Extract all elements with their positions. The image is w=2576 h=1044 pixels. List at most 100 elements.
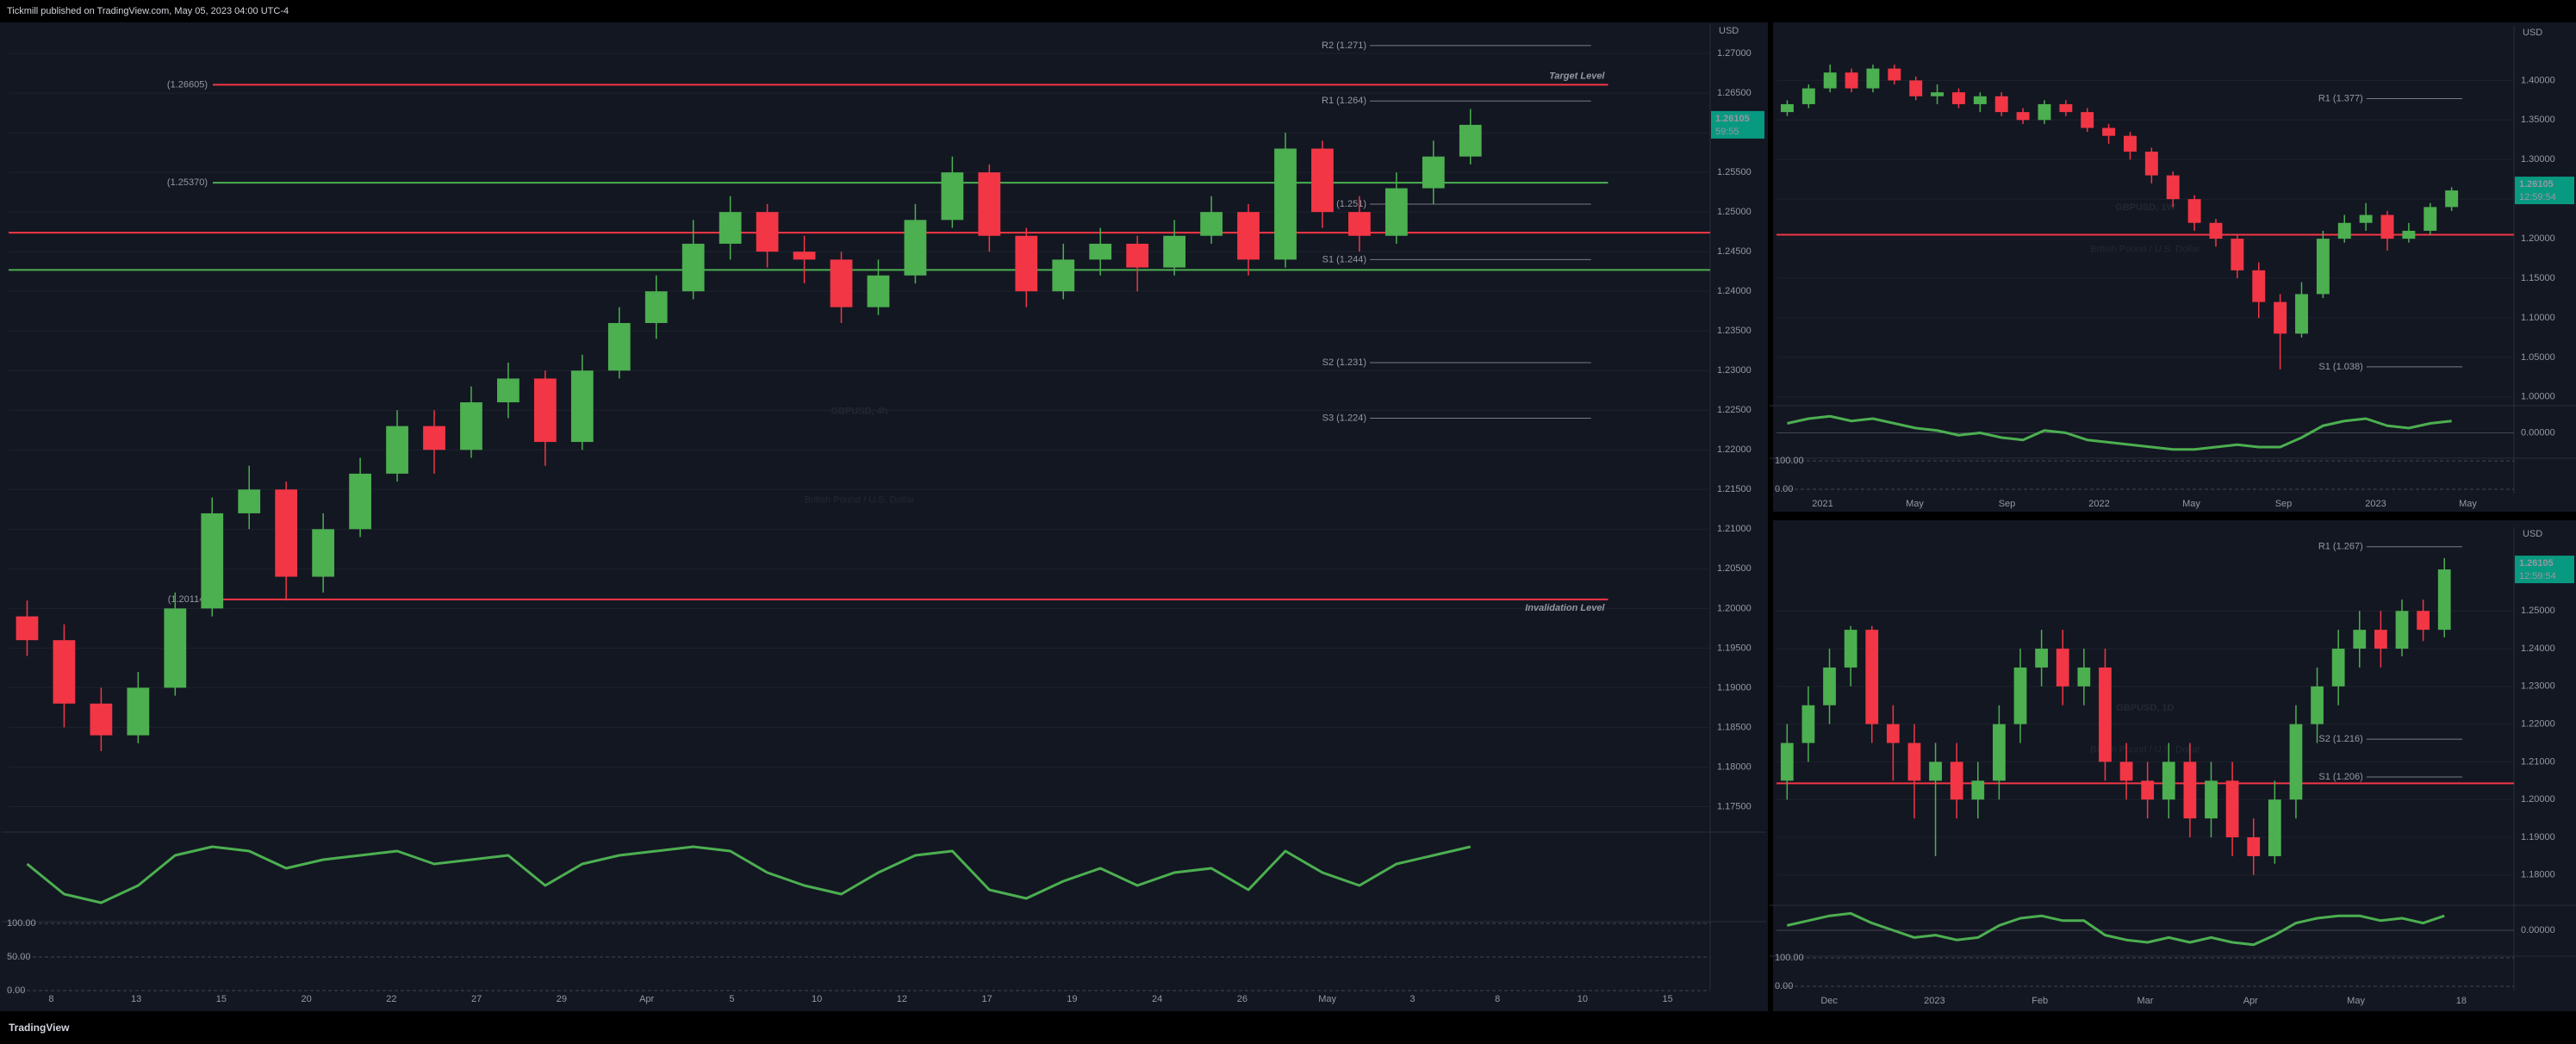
x-tick-label: 26 bbox=[1237, 994, 1248, 1004]
x-tick-label: 2022 bbox=[2088, 499, 2109, 509]
price-tag bbox=[2515, 177, 2574, 205]
candle-body bbox=[2035, 649, 2049, 668]
candle-body bbox=[1886, 724, 1900, 743]
candle-body bbox=[2016, 112, 2030, 121]
y-tick-label: 1.35000 bbox=[2521, 115, 2555, 125]
pivot-label: R2 (1.271) bbox=[1322, 40, 1366, 51]
y-tick-label: 1.23000 bbox=[1717, 365, 1752, 376]
candle-body bbox=[2295, 294, 2308, 334]
candle-body bbox=[570, 370, 594, 443]
watermark-symbol: GBPUSD, 1D bbox=[2116, 703, 2174, 713]
candle-body bbox=[1015, 235, 1038, 292]
candle-body bbox=[2247, 837, 2261, 856]
candle-body bbox=[2099, 667, 2112, 762]
candle-body bbox=[904, 220, 927, 276]
candle-body bbox=[460, 402, 482, 451]
pivot-label: S2 (1.216) bbox=[2318, 734, 2362, 744]
watermark-symbol: GBPUSD, 1W bbox=[2115, 202, 2175, 213]
watermark-symbol: GBPUSD, 4h bbox=[831, 407, 887, 417]
candle-body bbox=[2417, 611, 2430, 631]
price-tag-timer: 59:55 bbox=[1715, 127, 1739, 137]
price-tag bbox=[2515, 556, 2574, 584]
y-tick-label: 1.40000 bbox=[2521, 75, 2555, 85]
y-tick-label: 1.22000 bbox=[1717, 444, 1752, 455]
candle-body bbox=[1163, 235, 1186, 268]
candle-body bbox=[1866, 68, 1880, 89]
candle-body bbox=[1909, 80, 1923, 96]
x-tick-label: 15 bbox=[1663, 994, 1673, 1004]
x-tick-label: Apr bbox=[639, 994, 654, 1004]
candle-body bbox=[2081, 112, 2094, 128]
candle-body bbox=[2395, 611, 2409, 649]
candle-body bbox=[1994, 96, 2008, 113]
candle-body bbox=[1126, 243, 1149, 268]
level-label: (1.26605) bbox=[167, 79, 208, 90]
y-tick-label: 1.18000 bbox=[1717, 761, 1752, 772]
candle-body bbox=[1973, 96, 1987, 104]
x-tick-label: 22 bbox=[386, 994, 396, 1004]
candle-body bbox=[386, 426, 408, 474]
y-tick-label: 1.25000 bbox=[2521, 606, 2555, 616]
candle-body bbox=[2252, 270, 2266, 302]
y-tick-label: 1.20000 bbox=[1717, 603, 1752, 613]
x-tick-label: 19 bbox=[1067, 994, 1077, 1004]
candle-body bbox=[644, 291, 668, 324]
candle-body bbox=[2353, 630, 2367, 649]
candle-body bbox=[1780, 103, 1794, 113]
oscillator-line bbox=[1787, 414, 2452, 451]
watermark-description: British Pound / U.S. Dollar bbox=[2090, 245, 2200, 255]
osc-tick-label: 0.00000 bbox=[2521, 427, 2555, 438]
watermark-description: British Pound / U.S. Dollar bbox=[805, 495, 915, 506]
stoch-tick-label: 50.00 bbox=[7, 952, 31, 962]
x-tick-label: 15 bbox=[216, 994, 227, 1004]
candle-body bbox=[1931, 92, 1944, 96]
candle-body bbox=[423, 426, 445, 451]
pivot-label: P (1.251) bbox=[1328, 199, 1366, 209]
candle-body bbox=[1801, 88, 1815, 104]
candle-body bbox=[2316, 239, 2330, 295]
candle-body bbox=[2380, 214, 2394, 239]
candle-body bbox=[1951, 92, 1965, 104]
candle-body bbox=[1823, 667, 1836, 705]
candle-body bbox=[607, 323, 631, 371]
x-tick-label: 2023 bbox=[1924, 996, 1944, 1006]
y-tick-label: 1.26500 bbox=[1717, 88, 1752, 98]
y-tick-label: 1.19500 bbox=[1717, 643, 1752, 653]
candle-body bbox=[533, 378, 557, 443]
candle-body bbox=[2059, 103, 2073, 113]
x-tick-label: Dec bbox=[1820, 996, 1838, 1006]
x-tick-label: 8 bbox=[1495, 994, 1500, 1004]
candle-body bbox=[2124, 135, 2137, 152]
candle-body bbox=[978, 172, 1001, 236]
candle-body bbox=[2374, 630, 2387, 649]
candle-body bbox=[2289, 724, 2303, 800]
candle-body bbox=[2056, 649, 2069, 687]
pivot-label: R1 (1.264) bbox=[1322, 96, 1366, 106]
level-note: Invalidation Level bbox=[1525, 603, 1605, 613]
candle-body bbox=[2209, 222, 2223, 239]
candle-body bbox=[2166, 175, 2180, 200]
stoch-tick-label: 100.00 bbox=[1775, 456, 1804, 466]
header-text: Tickmill published on TradingView.com, M… bbox=[7, 6, 289, 16]
candle-body bbox=[2205, 780, 2218, 819]
y-tick-label: 1.27000 bbox=[1717, 48, 1752, 59]
stoch-tick-label: 0.00 bbox=[7, 985, 25, 996]
candle-body bbox=[2038, 103, 2051, 121]
x-tick-label: May bbox=[1906, 499, 1924, 509]
y-tick-label: 1.22500 bbox=[1717, 405, 1752, 415]
level-label: (1.20114) bbox=[168, 594, 208, 605]
candle-body bbox=[941, 172, 964, 221]
candle-body bbox=[1888, 68, 1901, 81]
price-tag-timer: 12:59:54 bbox=[2519, 571, 2556, 581]
candle-body bbox=[2311, 686, 2324, 724]
y-tick-label: 1.24000 bbox=[1717, 286, 1752, 296]
x-tick-label: 24 bbox=[1152, 994, 1162, 1004]
y-tick-label: 1.05000 bbox=[2521, 352, 2555, 363]
candle-body bbox=[830, 259, 853, 308]
candle-body bbox=[164, 608, 187, 688]
x-tick-label: May bbox=[1318, 994, 1336, 1004]
candle-body bbox=[127, 687, 150, 736]
candle-body bbox=[1422, 156, 1445, 189]
x-tick-label: 17 bbox=[982, 994, 992, 1004]
y-tick-label: 1.25500 bbox=[1717, 167, 1752, 177]
